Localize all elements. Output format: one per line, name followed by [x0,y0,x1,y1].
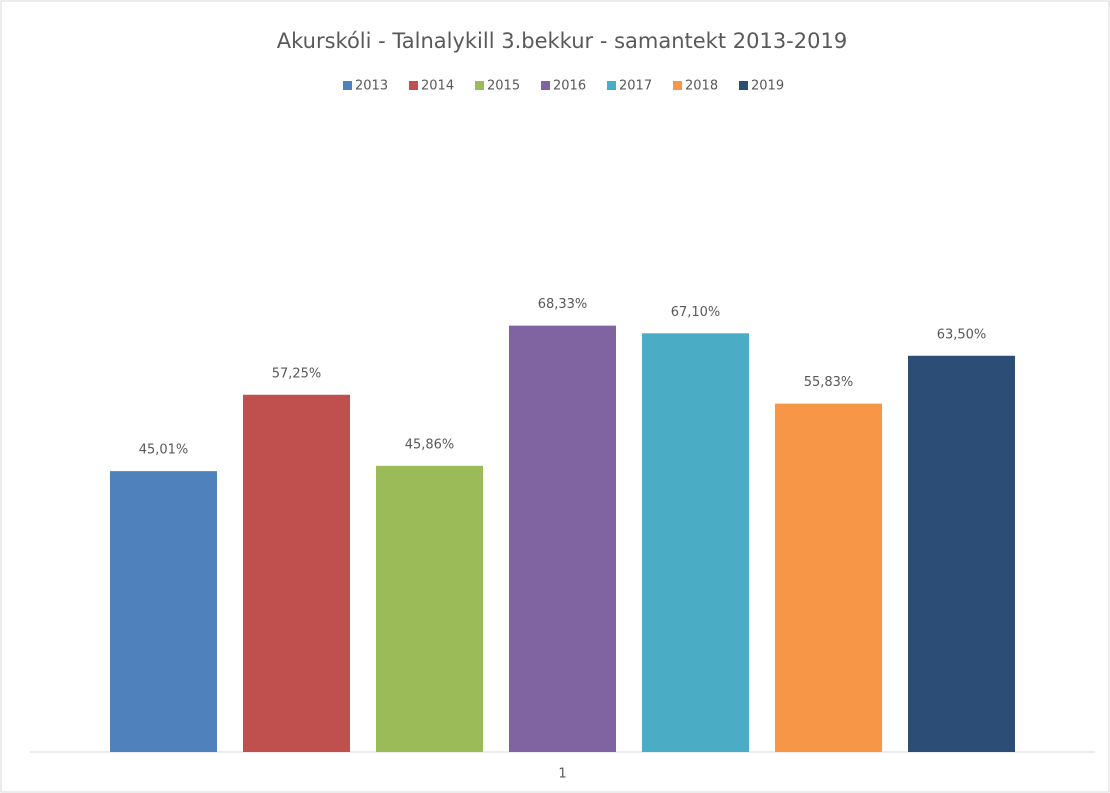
legend-label: 2017 [619,79,652,94]
legend-swatch [409,81,418,90]
chart-title: Akurskóli - Talnalykill 3.bekkur - saman… [277,29,847,53]
legend-label: 2019 [751,79,784,94]
data-label: 68,33% [538,297,588,312]
bar [376,465,483,752]
x-tick-label: 1 [558,767,566,782]
bar [642,333,749,752]
bar [509,325,616,752]
legend-label: 2018 [685,79,718,94]
legend-swatch [541,81,550,90]
bar [243,394,350,752]
legend-label: 2014 [421,79,454,94]
legend-label: 2013 [355,79,388,94]
legend-label: 2015 [487,79,520,94]
legend-swatch [607,81,616,90]
bar [908,355,1015,752]
bar [775,403,882,752]
legend-swatch [343,81,352,90]
data-label: 45,01% [139,443,189,458]
data-label: 57,25% [272,366,322,381]
data-label: 55,83% [804,375,854,390]
legend-swatch [673,81,682,90]
data-label: 45,86% [405,437,455,452]
legend-label: 2016 [553,79,586,94]
data-label: 63,50% [937,327,987,342]
bar [110,471,217,752]
legend-swatch [739,81,748,90]
legend-swatch [475,81,484,90]
data-label: 67,10% [671,305,721,320]
